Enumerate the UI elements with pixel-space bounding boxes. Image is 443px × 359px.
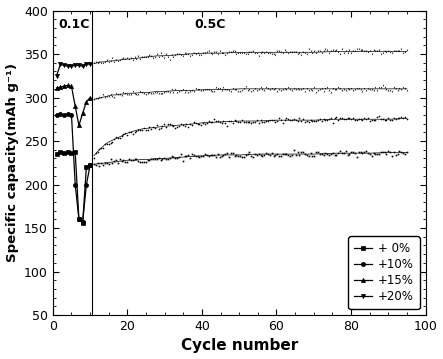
+10% [54,113,59,117]
+15% [73,104,78,108]
Legend: + 0%, +10%, +15%, +20%: + 0%, +10%, +15%, +20% [348,237,420,309]
+20% [69,64,74,68]
+ 0% [84,165,89,169]
+20% [58,62,63,67]
Line: + 0%: + 0% [54,150,92,225]
+ 0% [62,151,67,155]
Line: +10%: +10% [54,112,92,224]
+10% [73,182,78,187]
+15% [84,100,89,104]
+15% [80,111,85,115]
+ 0% [69,151,74,155]
+15% [54,86,59,90]
+15% [58,85,63,89]
+20% [65,64,70,68]
+15% [62,84,67,88]
Text: 0.1C: 0.1C [58,18,90,31]
+15% [76,123,82,127]
+20% [76,63,82,67]
+15% [69,84,74,88]
+20% [73,63,78,67]
+10% [65,112,70,116]
+15% [65,83,70,88]
+20% [87,62,93,67]
+20% [80,64,85,68]
X-axis label: Cycle number: Cycle number [181,339,298,354]
Line: +15%: +15% [54,83,92,127]
Text: 0.5C: 0.5C [194,18,226,31]
+15% [87,95,93,100]
Y-axis label: Specific capacity(mAh g⁻¹): Specific capacity(mAh g⁻¹) [6,63,19,262]
+10% [80,220,85,224]
+10% [69,113,74,117]
+ 0% [87,163,93,168]
+10% [62,113,67,117]
Line: +20%: +20% [54,61,92,78]
+10% [58,112,63,116]
+ 0% [58,150,63,154]
+10% [87,163,93,168]
+ 0% [73,150,78,154]
+20% [84,61,89,66]
+20% [62,63,67,67]
+10% [76,217,82,222]
+ 0% [65,150,70,154]
+ 0% [76,217,82,222]
+20% [54,74,59,78]
+ 0% [54,152,59,156]
+10% [84,182,89,187]
+ 0% [80,221,85,225]
